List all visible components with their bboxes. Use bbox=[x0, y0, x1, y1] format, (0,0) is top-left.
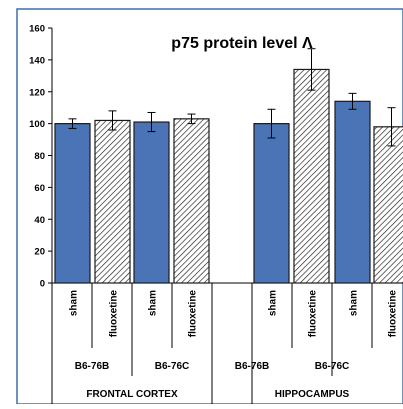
region-label: HIPPOCAMPUS bbox=[275, 389, 350, 400]
condition-label: sham bbox=[349, 290, 360, 316]
bar-sham bbox=[334, 100, 371, 284]
y-tick-label: 160 bbox=[29, 24, 45, 35]
strain-label: B6-76B bbox=[235, 361, 269, 372]
y-tick-label: 140 bbox=[29, 55, 45, 66]
condition-label: sham bbox=[148, 290, 159, 316]
strain-label: B6-76C bbox=[315, 361, 349, 372]
region-label: FRONTAL CORTEX bbox=[86, 389, 178, 400]
y-tick-label: 40 bbox=[34, 215, 45, 226]
y-tick-label: 60 bbox=[34, 183, 45, 194]
y-tick-label: 80 bbox=[34, 151, 45, 162]
condition-label: sham bbox=[69, 290, 80, 316]
bar-fluoxetine bbox=[173, 118, 210, 284]
bar-sham bbox=[133, 121, 170, 284]
y-tick-label: 100 bbox=[29, 119, 45, 130]
strain-label: B6-76B bbox=[75, 361, 109, 372]
y-tick-label: 0 bbox=[40, 279, 45, 290]
bar-sham bbox=[253, 123, 290, 284]
bar-fluoxetine bbox=[94, 119, 131, 284]
condition-label: sham bbox=[268, 290, 279, 316]
condition-label: fluoxetine bbox=[308, 290, 319, 338]
strain-label: B6-76C bbox=[155, 361, 189, 372]
bar-fluoxetine bbox=[373, 126, 403, 284]
y-tick-label: 20 bbox=[34, 247, 45, 258]
y-tick-label: 120 bbox=[29, 87, 45, 98]
condition-label: fluoxetine bbox=[188, 290, 199, 338]
condition-label: fluoxetine bbox=[109, 290, 120, 338]
chart-title: p75 protein level Λ bbox=[171, 35, 313, 52]
condition-label: fluoxetine bbox=[388, 290, 399, 338]
bar-fluoxetine bbox=[293, 68, 330, 284]
bar-sham bbox=[54, 123, 91, 284]
